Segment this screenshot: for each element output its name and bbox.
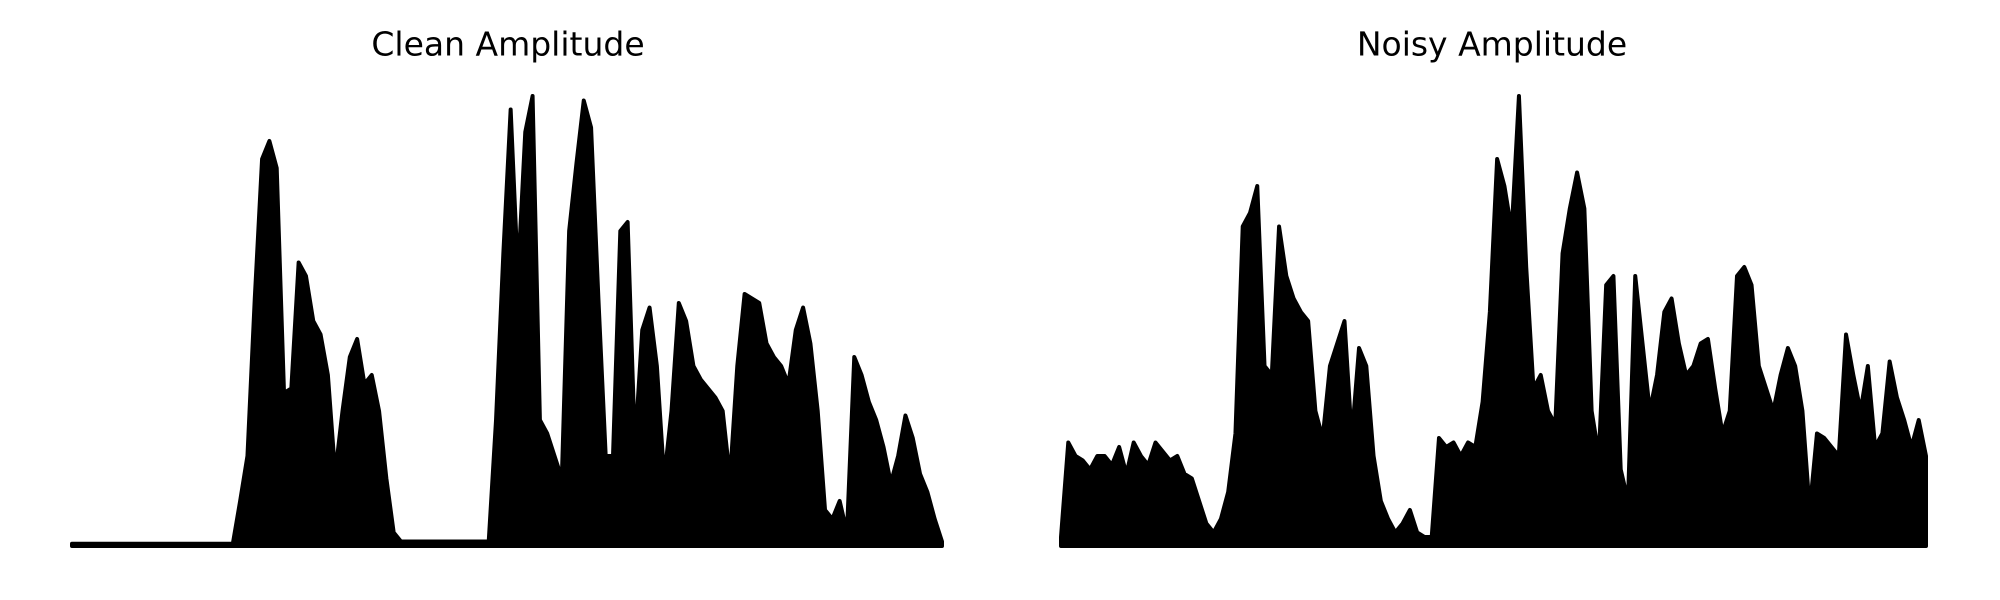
amplitude-area	[70, 94, 944, 548]
amplitude-area	[1059, 94, 1928, 548]
chart-title: Noisy Amplitude	[1357, 25, 1627, 64]
chart-title: Clean Amplitude	[371, 25, 644, 64]
